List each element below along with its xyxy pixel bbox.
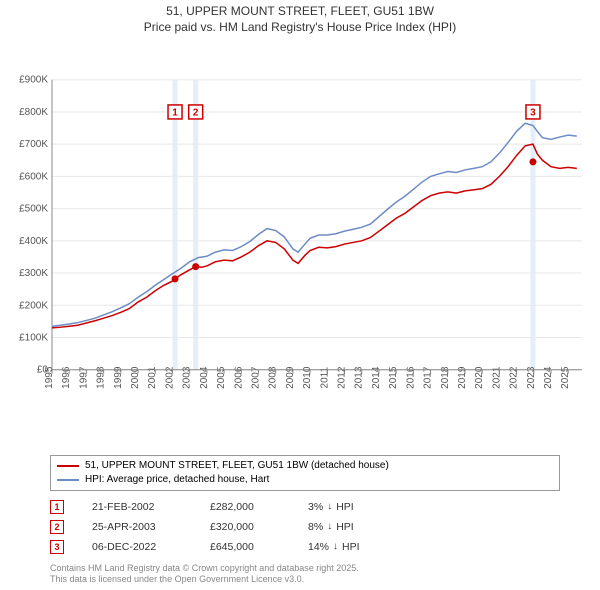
transaction-diff: 8% ↓ HPI [308, 521, 354, 533]
svg-text:1: 1 [172, 108, 178, 119]
transaction-row: 3 06-DEC-2022 £645,000 14% ↓ HPI [50, 537, 560, 557]
svg-text:£800K: £800K [19, 107, 48, 118]
transaction-marker: 1 [50, 500, 64, 514]
svg-text:2: 2 [193, 108, 199, 119]
transaction-price: £320,000 [210, 521, 280, 533]
arrow-down-icon: ↓ [327, 521, 332, 532]
svg-text:£400K: £400K [19, 236, 48, 247]
svg-text:£900K: £900K [19, 75, 48, 86]
footer-attribution: Contains HM Land Registry data © Crown c… [50, 563, 560, 586]
legend: 51, UPPER MOUNT STREET, FLEET, GU51 1BW … [50, 455, 560, 491]
transaction-marker: 2 [50, 520, 64, 534]
legend-item: 51, UPPER MOUNT STREET, FLEET, GU51 1BW … [57, 459, 553, 473]
transaction-row: 2 25-APR-2003 £320,000 8% ↓ HPI [50, 517, 560, 537]
svg-text:£700K: £700K [19, 139, 48, 150]
transaction-diff: 14% ↓ HPI [308, 541, 360, 553]
svg-text:£600K: £600K [19, 172, 48, 183]
transaction-marker: 3 [50, 540, 64, 554]
chart-title-block: 51, UPPER MOUNT STREET, FLEET, GU51 1BW … [0, 0, 600, 37]
transaction-price: £645,000 [210, 541, 280, 553]
legend-label: HPI: Average price, detached house, Hart [85, 473, 269, 487]
transaction-diff: 3% ↓ HPI [308, 501, 354, 513]
svg-text:£500K: £500K [19, 204, 48, 215]
svg-text:£100K: £100K [19, 333, 48, 344]
transactions-table: 1 21-FEB-2002 £282,000 3% ↓ HPI 2 25-APR… [50, 497, 560, 557]
transaction-date: 06-DEC-2022 [92, 541, 182, 553]
footer-line-1: Contains HM Land Registry data © Crown c… [50, 563, 560, 575]
arrow-down-icon: ↓ [333, 541, 338, 552]
transaction-row: 1 21-FEB-2002 £282,000 3% ↓ HPI [50, 497, 560, 517]
legend-label: 51, UPPER MOUNT STREET, FLEET, GU51 1BW … [85, 459, 389, 473]
transaction-date: 25-APR-2003 [92, 521, 182, 533]
legend-item: HPI: Average price, detached house, Hart [57, 473, 553, 487]
legend-swatch [57, 479, 79, 481]
chart-area: £0£100K£200K£300K£400K£500K£600K£700K£80… [4, 37, 592, 450]
svg-text:£200K: £200K [19, 300, 48, 311]
arrow-down-icon: ↓ [327, 501, 332, 512]
title-line-1: 51, UPPER MOUNT STREET, FLEET, GU51 1BW [0, 4, 600, 20]
transaction-date: 21-FEB-2002 [92, 501, 182, 513]
footer-line-2: This data is licensed under the Open Gov… [50, 574, 560, 586]
legend-swatch [57, 465, 79, 467]
svg-text:3: 3 [530, 108, 536, 119]
line-chart-svg: £0£100K£200K£300K£400K£500K£600K£700K£80… [4, 37, 592, 450]
transaction-price: £282,000 [210, 501, 280, 513]
title-line-2: Price paid vs. HM Land Registry's House … [0, 20, 600, 36]
svg-text:£300K: £300K [19, 268, 48, 279]
